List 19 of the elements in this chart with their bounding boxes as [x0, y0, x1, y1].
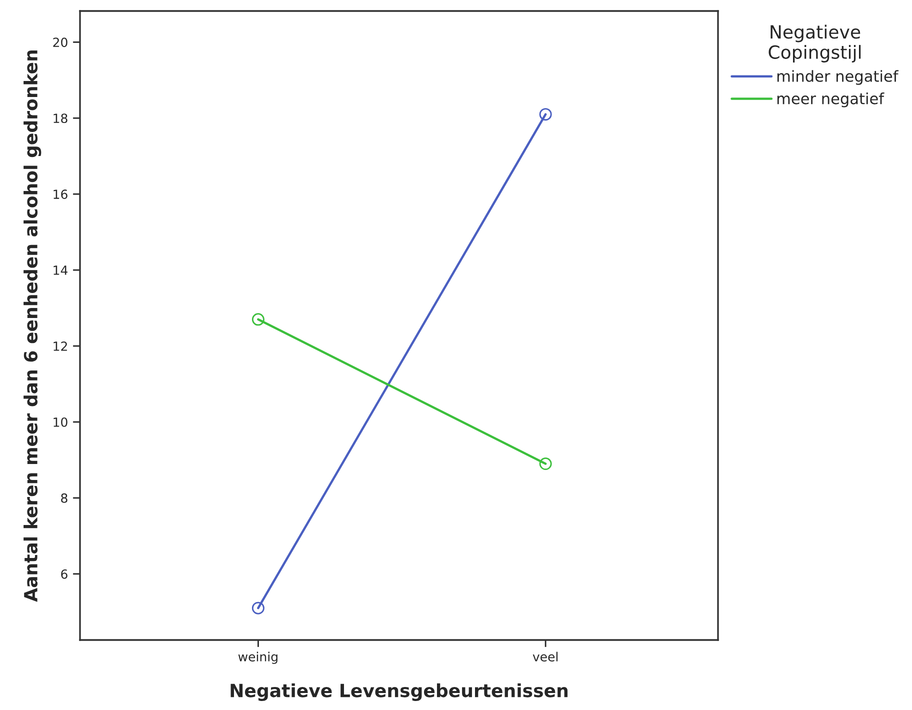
- y-tick-label: 10: [54, 417, 68, 427]
- y-tick-label: 18: [54, 114, 68, 124]
- x-tick-label: veel: [532, 652, 558, 662]
- legend-title: Negatieve Copingstijl: [768, 24, 861, 62]
- y-tick-label: 16: [54, 190, 68, 200]
- y-tick-label: 14: [54, 266, 68, 275]
- point: [539, 108, 552, 121]
- y-tick-label: 12: [54, 341, 67, 351]
- y-tick-label: 6: [61, 569, 68, 579]
- point: [539, 458, 552, 470]
- y-axis-title: Aantal keren meer dan 6 eenheden alcohol gedronken: [24, 50, 42, 602]
- y-tick-label: 8: [61, 493, 68, 503]
- legend-label: minder negatief: [777, 70, 899, 85]
- x-tick-label: weinig: [238, 652, 278, 664]
- x-axis-title: Negatieve Levensgebeurtenissen: [230, 683, 568, 701]
- legend-label: meer negatief: [777, 92, 884, 108]
- point: [252, 602, 264, 614]
- y-tick-label: 20: [53, 38, 68, 48]
- point: [252, 313, 264, 326]
